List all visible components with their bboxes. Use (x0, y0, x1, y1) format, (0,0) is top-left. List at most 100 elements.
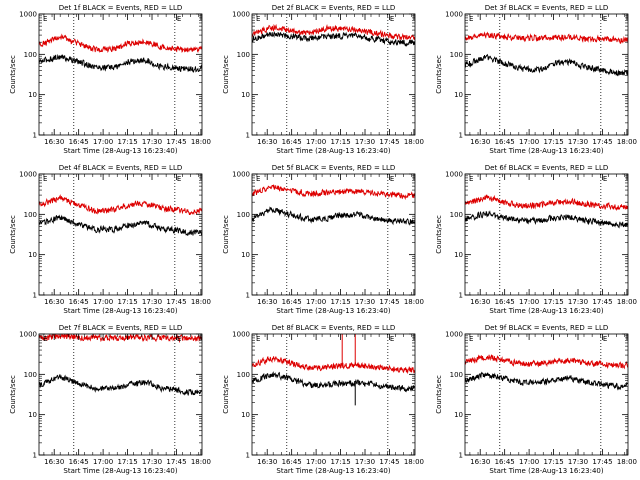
event-marker-label: E (43, 15, 47, 23)
x-tick-label: 17:30 (355, 138, 375, 146)
x-tick-label: 17:00 (519, 458, 539, 466)
y-tick-label: 10 (241, 251, 250, 259)
series-line-events (465, 210, 628, 229)
y-tick-label: 100 (237, 371, 250, 379)
y-axis-label: Counts/sec (435, 55, 443, 94)
panel-title: Det 9f BLACK = Events, RED = LLD (485, 324, 608, 332)
x-tick-label: 18:00 (191, 138, 211, 146)
plot-frame (464, 173, 629, 296)
y-tick-label: 100 (24, 51, 37, 59)
y-tick-label: 100 (450, 51, 463, 59)
x-tick-label: 17:15 (543, 138, 563, 146)
panel-title: Det 1f BLACK = Events, RED = LLD (59, 4, 182, 12)
panel-title: Det 7f BLACK = Events, RED = LLD (59, 324, 182, 332)
y-tick-label: 10 (454, 251, 463, 259)
x-tick-label: 16:30 (470, 298, 490, 306)
y-tick-label: 1000 (19, 171, 37, 179)
x-tick-label: 16:30 (470, 458, 490, 466)
y-tick-label: 100 (450, 211, 463, 219)
x-tick-label: 17:15 (543, 458, 563, 466)
x-tick-label: 17:15 (330, 458, 350, 466)
x-tick-label: 16:45 (282, 458, 302, 466)
series-line-events (252, 371, 415, 393)
series-line-events (252, 206, 415, 226)
y-axis-label: Counts/sec (222, 375, 230, 414)
series-line-events (39, 374, 202, 397)
panel-det-3: Det 3f BLACK = Events, RED = LLD 1 10 100 10… (435, 4, 637, 155)
y-axis-label: Counts/sec (9, 55, 17, 94)
x-tick-label: 18:00 (617, 138, 637, 146)
series-line-lld (39, 194, 202, 216)
y-tick-label: 1 (459, 452, 463, 460)
y-axis-label: Counts/sec (435, 215, 443, 254)
plot-frame (38, 173, 203, 296)
series-group (39, 33, 202, 73)
x-tick-label: 16:30 (257, 138, 277, 146)
x-tick-label: 16:30 (257, 298, 277, 306)
panel-det-2: Det 2f BLACK = Events, RED = LLD 1 10 100 10… (222, 4, 424, 155)
x-tick-label: 17:45 (166, 458, 186, 466)
x-tick-label: 16:45 (495, 138, 515, 146)
y-tick-label: 1000 (232, 331, 250, 339)
x-axis-label: Start Time (28-Aug-13 16:23:40) (276, 147, 390, 155)
x-tick-label: 18:00 (191, 458, 211, 466)
event-marker-label: E (177, 175, 181, 183)
plot-frame (38, 333, 203, 456)
series-line-events (252, 31, 415, 47)
x-axis-label: Start Time (28-Aug-13 16:23:40) (276, 467, 390, 475)
panel-det-8: Det 8f BLACK = Events, RED = LLD 1 10 100 10… (222, 324, 424, 475)
x-tick-label: 17:00 (519, 138, 539, 146)
series-line-lld (465, 354, 628, 370)
series-group (252, 334, 415, 406)
x-tick-label: 16:45 (495, 458, 515, 466)
event-marker-label: E (256, 335, 260, 343)
x-tick-label: 16:45 (495, 298, 515, 306)
y-tick-label: 1000 (445, 331, 463, 339)
x-tick-label: 17:00 (93, 458, 113, 466)
plot-frame (464, 13, 629, 136)
x-tick-label: 17:45 (592, 138, 612, 146)
series-line-events (39, 53, 202, 73)
x-tick-label: 18:00 (617, 298, 637, 306)
x-tick-label: 17:15 (330, 138, 350, 146)
y-tick-label: 1000 (445, 11, 463, 19)
panel-title: Det 8f BLACK = Events, RED = LLD (272, 324, 395, 332)
y-tick-label: 1 (246, 292, 250, 300)
x-tick-label: 17:00 (93, 138, 113, 146)
y-tick-label: 10 (454, 91, 463, 99)
x-tick-label: 17:45 (166, 298, 186, 306)
x-axis-label: Start Time (28-Aug-13 16:23:40) (489, 307, 603, 315)
x-tick-label: 17:45 (592, 458, 612, 466)
x-tick-label: 17:15 (117, 138, 137, 146)
x-axis-label: Start Time (28-Aug-13 16:23:40) (276, 307, 390, 315)
x-tick-label: 17:00 (519, 298, 539, 306)
y-tick-label: 100 (24, 211, 37, 219)
x-tick-label: 17:30 (355, 458, 375, 466)
x-tick-label: 16:45 (69, 138, 89, 146)
panel-det-4: Det 4f BLACK = Events, RED = LLD 1 10 100 10… (9, 164, 211, 315)
x-tick-label: 17:45 (379, 138, 399, 146)
x-axis-label: Start Time (28-Aug-13 16:23:40) (63, 467, 177, 475)
y-tick-label: 100 (24, 371, 37, 379)
y-tick-label: 1000 (19, 331, 37, 339)
event-marker-label: E (256, 15, 260, 23)
event-marker-label: E (43, 175, 47, 183)
y-tick-label: 1 (459, 292, 463, 300)
x-tick-label: 17:15 (330, 298, 350, 306)
panel-det-1: Det 1f BLACK = Events, RED = LLD 1 10 100 10… (9, 4, 211, 155)
x-tick-label: 17:30 (355, 298, 375, 306)
event-marker-label: E (256, 175, 260, 183)
y-tick-label: 1 (246, 452, 250, 460)
series-line-lld (252, 23, 415, 41)
series-line-lld (465, 194, 628, 212)
event-marker-label: E (390, 175, 394, 183)
series-group (465, 31, 628, 77)
event-marker-label: E (177, 15, 181, 23)
y-axis-label: Counts/sec (222, 215, 230, 254)
series-group (39, 334, 202, 397)
x-tick-label: 17:15 (117, 298, 137, 306)
panel-title: Det 4f BLACK = Events, RED = LLD (59, 164, 182, 172)
x-tick-label: 18:00 (191, 298, 211, 306)
event-marker-label: E (469, 175, 473, 183)
x-tick-label: 17:30 (568, 138, 588, 146)
